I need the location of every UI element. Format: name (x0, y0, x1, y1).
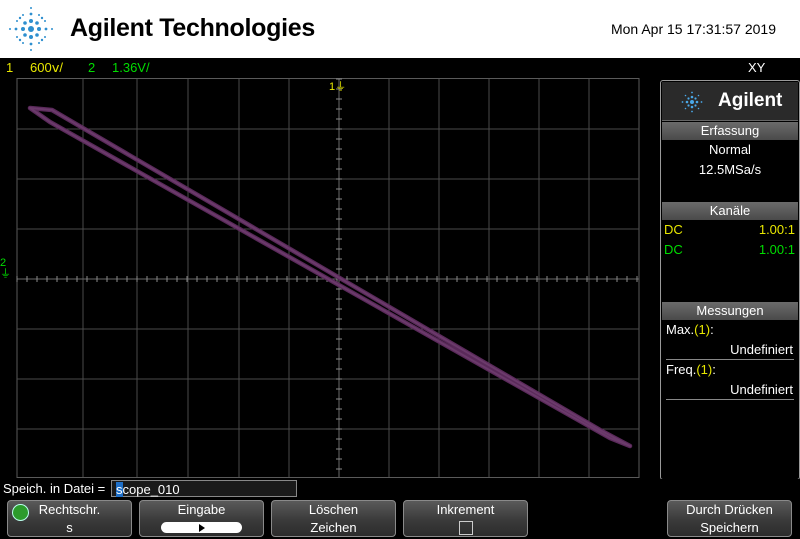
channel-2-probe-ratio: 1.00:1 (758, 242, 795, 257)
channel-status-bar: 1 600ⅴ/ 2 1.36V/ XY (0, 58, 800, 78)
softkey-bar: Rechtschr. s Eingabe Löschen Zeichen Ink… (0, 499, 800, 539)
xy-graticule (16, 78, 640, 478)
agilent-spark-icon (681, 91, 703, 113)
channel-1-scale[interactable]: 600ⅴ/ (30, 60, 63, 75)
measurement-max-value: Undefiniert (730, 342, 793, 357)
channel-2-scale[interactable]: 1.36V/ (112, 60, 150, 75)
channel-2-coupling: DC (664, 242, 683, 257)
save-filename-bar: Speich. in Datei = scope_010 (0, 479, 800, 499)
title-bar: Agilent Technologies Mon Apr 15 17:31:57… (0, 0, 800, 58)
measurement-divider (666, 359, 794, 360)
channel-1-ground-marker[interactable]: 1⏚ (329, 81, 347, 93)
date-time: Mon Apr 15 17:31:57 2019 (610, 21, 776, 37)
measurement-freq-label: Freq.(1): (666, 362, 716, 377)
info-sidebar: Agilent Erfassung Normal 12.5MSa/s Kanäl… (660, 78, 800, 480)
channel-1-coupling: DC (664, 222, 683, 237)
enter-arrow-icon (161, 522, 242, 533)
increment-softkey[interactable]: Inkrement (403, 500, 528, 537)
display-mode: XY (748, 60, 766, 75)
increment-checkbox-icon (458, 521, 473, 535)
agilent-spark-logo (9, 7, 53, 51)
channel-2-number: 2 (88, 60, 96, 75)
acquisition-header: Erfassung (662, 122, 798, 140)
text-cursor: s (116, 482, 123, 497)
enter-softkey[interactable]: Eingabe (139, 500, 264, 537)
measurement-freq-value: Undefiniert (730, 382, 793, 397)
sample-rate: 12.5MSa/s (698, 162, 762, 177)
spelling-softkey[interactable]: Rechtschr. s (7, 500, 132, 537)
press-to-save-softkey[interactable]: Durch Drücken Speichern (667, 500, 792, 537)
rotate-knob-icon (12, 504, 29, 521)
channel-1-probe-ratio: 1.00:1 (758, 222, 795, 237)
panel-brand-header: Agilent (662, 82, 798, 121)
waveform-display: 1⏚ 2 ⏚ (0, 78, 660, 479)
save-to-file-label: Speich. in Datei = (3, 481, 106, 496)
filename-input[interactable]: scope_010 (111, 480, 297, 497)
measurement-divider (666, 399, 794, 400)
channels-header: Kanäle (662, 202, 798, 220)
channel-1-number: 1 (6, 60, 14, 75)
channel-2-ground-marker[interactable]: 2 ⏚ (0, 257, 11, 280)
info-panel: Agilent Erfassung Normal 12.5MSa/s Kanäl… (660, 80, 800, 480)
measurements-header: Messungen (662, 302, 798, 320)
acquisition-mode: Normal (709, 142, 751, 157)
panel-brand: Agilent (718, 90, 783, 111)
brand-name: Agilent Technologies (70, 14, 315, 42)
delete-character-softkey[interactable]: Löschen Zeichen (271, 500, 396, 537)
measurement-max-label: Max.(1): (666, 322, 714, 337)
